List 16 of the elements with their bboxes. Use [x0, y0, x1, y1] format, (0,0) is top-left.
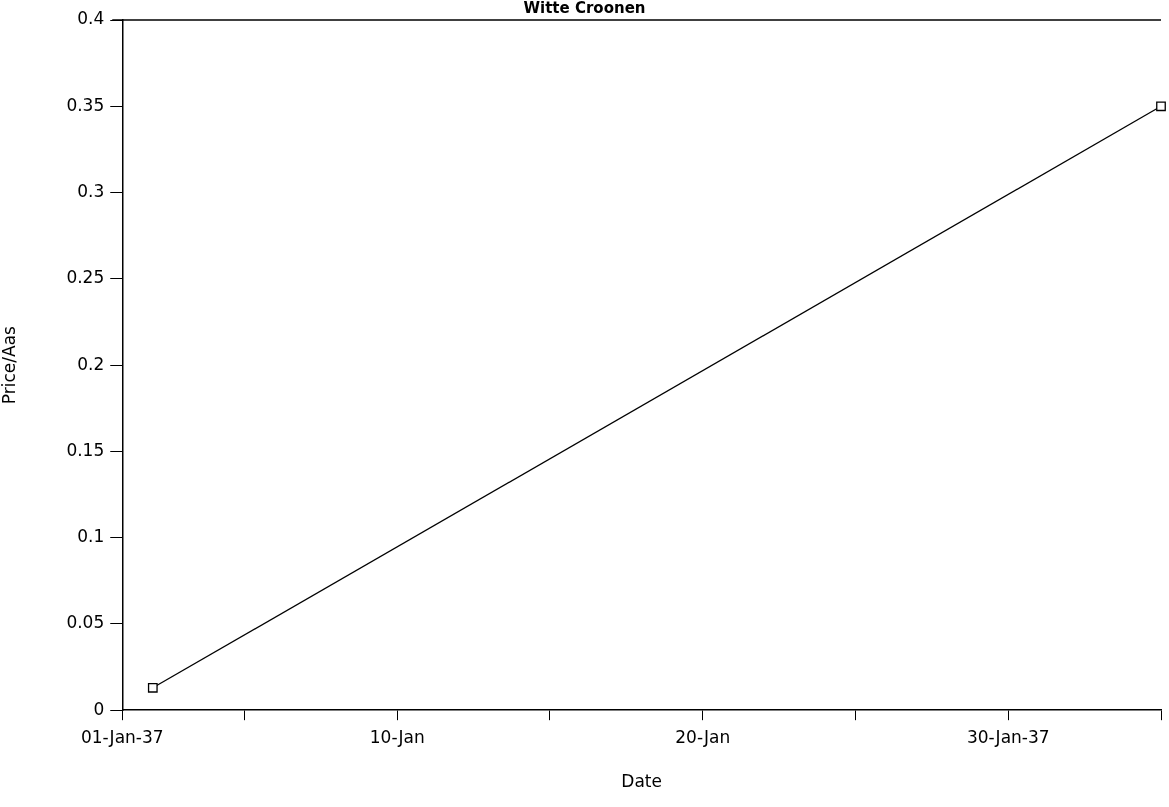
y-tick-label: 0.15 [66, 439, 105, 460]
y-tick-label: 0 [93, 698, 105, 719]
y-tick-label: 0.05 [66, 612, 105, 633]
chart-title: Witte Croonen [523, 0, 646, 17]
x-tick-label: 10-Jan [369, 726, 425, 747]
y-tick-label: 0.4 [77, 8, 105, 29]
y-tick-label: 0.1 [77, 526, 105, 547]
y-tick-label: 0.35 [66, 94, 105, 115]
x-tick-label: 01-Jan-37 [80, 726, 164, 747]
x-tick-label: 30-Jan-37 [966, 726, 1050, 747]
y-tick-label: 0.2 [77, 353, 105, 374]
y-tick-label: 0.3 [77, 180, 105, 201]
x-axis-title: Date [621, 771, 662, 792]
y-axis-title: Price/Aas [0, 325, 19, 405]
y-tick-label: 0.25 [66, 267, 105, 288]
x-tick-label: 20-Jan [675, 726, 731, 747]
